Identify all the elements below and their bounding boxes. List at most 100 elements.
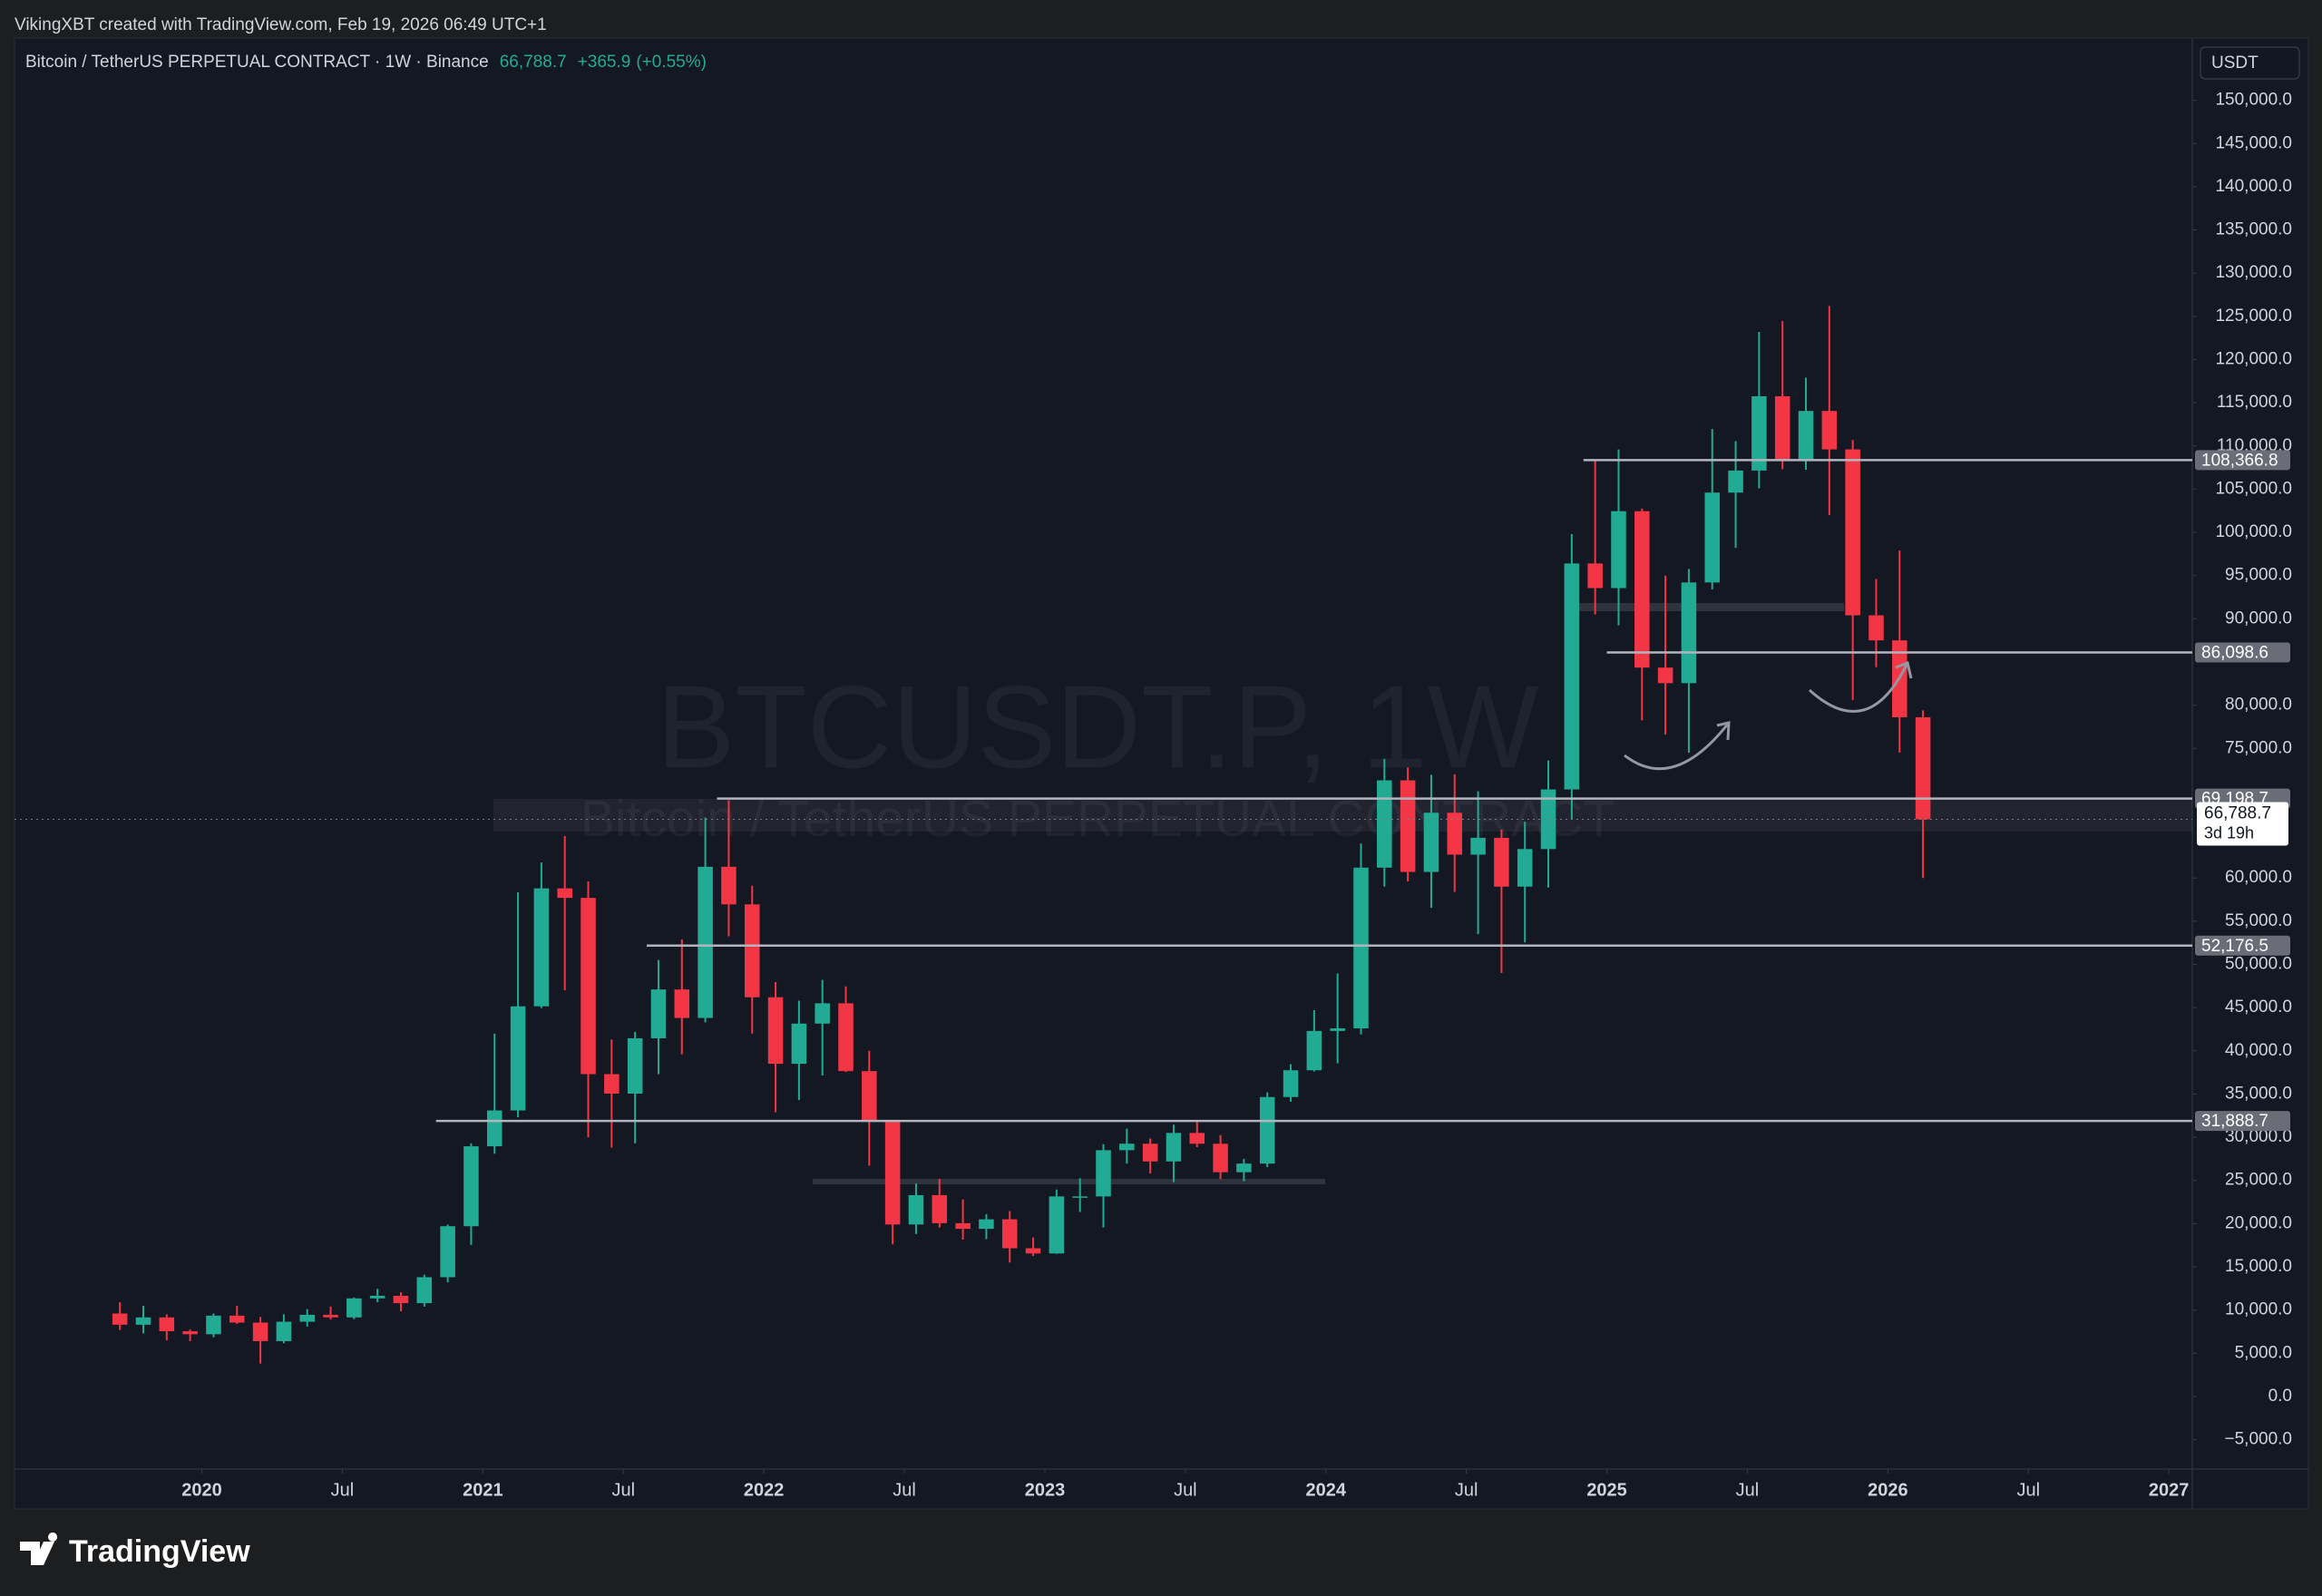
candle-body xyxy=(1821,411,1838,450)
candle-body xyxy=(440,1226,455,1278)
candle-body xyxy=(229,1315,245,1323)
x-tick-label: 2022 xyxy=(744,1480,785,1500)
y-tick-label: 5,000.0 xyxy=(2235,1343,2292,1362)
change-pct: (+0.55%) xyxy=(636,53,707,72)
y-tick-label: 55,000.0 xyxy=(2225,911,2292,930)
candle-body xyxy=(1283,1070,1299,1097)
candle-body xyxy=(1142,1143,1158,1162)
y-tick-label: −5,000.0 xyxy=(2225,1430,2293,1449)
countdown: 3d 19h xyxy=(2204,823,2254,842)
y-tick-label: 60,000.0 xyxy=(2225,868,2292,887)
x-tick-label: Jul xyxy=(1174,1480,1197,1500)
candle-body xyxy=(979,1219,994,1230)
y-tick-label: 105,000.0 xyxy=(2215,479,2292,498)
candle-body xyxy=(1798,411,1814,462)
y-tick-label: 135,000.0 xyxy=(2215,220,2292,239)
y-tick-label: 140,000.0 xyxy=(2215,177,2292,196)
candle-body xyxy=(1001,1219,1018,1249)
y-tick-label: 80,000.0 xyxy=(2225,696,2292,715)
candle-body xyxy=(1166,1133,1182,1162)
currency: USDT xyxy=(2211,54,2259,73)
x-tick-label: 2020 xyxy=(181,1480,222,1500)
y-tick-label: 125,000.0 xyxy=(2215,307,2292,326)
candle-body xyxy=(580,898,596,1075)
y-tick-label: 145,000.0 xyxy=(2215,133,2292,152)
candle-body xyxy=(698,866,713,1018)
candle-body xyxy=(1447,813,1463,855)
candle-body xyxy=(486,1110,502,1147)
y-tick-label: 0.0 xyxy=(2268,1387,2292,1406)
y-tick-label: 130,000.0 xyxy=(2215,263,2292,282)
x-tick-label: 2026 xyxy=(1868,1480,1908,1500)
candle-body xyxy=(1213,1143,1228,1173)
x-tick-label: 2027 xyxy=(2149,1480,2190,1500)
candle-body xyxy=(1634,511,1650,668)
candle-body xyxy=(1868,615,1884,641)
x-tick-label: 2021 xyxy=(463,1480,503,1500)
credit: VikingXBT created with TradingView.com, … xyxy=(15,15,547,34)
x-tick-label: Jul xyxy=(893,1480,916,1500)
logo-icon xyxy=(20,1533,58,1565)
candle-body xyxy=(276,1321,292,1341)
candle-body xyxy=(557,888,572,899)
level-label: 52,176.5 xyxy=(2201,937,2268,956)
last-price-tag xyxy=(2197,802,2288,846)
candle-body xyxy=(838,1003,854,1072)
change: +365.9 xyxy=(577,53,631,72)
candle-body xyxy=(1025,1248,1041,1254)
arrow-head xyxy=(1895,660,1913,679)
level-label: 108,366.8 xyxy=(2201,451,2278,470)
level-tag xyxy=(2195,450,2290,471)
zone xyxy=(813,1179,1325,1184)
zone xyxy=(493,799,2192,832)
y-tick-label: 150,000.0 xyxy=(2215,91,2292,110)
candle-body xyxy=(884,1121,901,1225)
candle-body xyxy=(1259,1096,1275,1164)
currency-button[interactable] xyxy=(2200,46,2300,80)
y-tick-label: 35,000.0 xyxy=(2225,1084,2292,1103)
arrows xyxy=(1624,660,1913,771)
arrow-head xyxy=(1716,721,1731,741)
last-price-label: 66,788.7 xyxy=(2204,804,2271,823)
candle-body xyxy=(1377,780,1392,868)
candle-body xyxy=(1189,1133,1205,1144)
x-tick-label: 2023 xyxy=(1025,1480,1066,1500)
x-tick-label: Jul xyxy=(1736,1480,1760,1500)
y-tick-label: 10,000.0 xyxy=(2225,1300,2292,1319)
candle-body xyxy=(1774,395,1790,462)
x-tick-label: 2025 xyxy=(1586,1480,1627,1500)
candle-body xyxy=(1657,667,1673,684)
candle-body xyxy=(182,1331,198,1335)
candle-body xyxy=(674,989,690,1018)
candle-body xyxy=(1306,1030,1322,1071)
level-tag xyxy=(2195,642,2290,663)
candle-body xyxy=(1470,837,1486,855)
y-tick-label: 25,000.0 xyxy=(2225,1171,2292,1190)
last-price: 66,788.7 xyxy=(499,53,567,72)
symbol-line: Bitcoin / TetherUS PERPETUAL CONTRACT · … xyxy=(25,53,707,73)
level-tag xyxy=(2195,935,2290,956)
candle-body xyxy=(1915,716,1931,820)
candle-body xyxy=(346,1298,362,1318)
candle-body xyxy=(1564,563,1580,790)
y-tick-label: 15,000.0 xyxy=(2225,1257,2292,1276)
y-tick-label: 120,000.0 xyxy=(2215,349,2292,368)
candle-body xyxy=(650,989,667,1038)
x-tick-label: Jul xyxy=(2016,1480,2040,1500)
y-tick-label: 50,000.0 xyxy=(2225,955,2292,974)
candle-body xyxy=(533,888,550,1007)
y-tick-label: 20,000.0 xyxy=(2225,1213,2292,1232)
candle-body xyxy=(299,1314,315,1322)
level-tag xyxy=(2195,1111,2290,1132)
candle-body xyxy=(1611,511,1626,589)
x-tick-label: Jul xyxy=(1455,1480,1478,1500)
candle-body xyxy=(1049,1196,1065,1254)
candle-body xyxy=(955,1222,971,1230)
candle-body xyxy=(1681,582,1697,684)
candle-body xyxy=(416,1277,433,1304)
candle-body xyxy=(1704,492,1721,583)
candle-body xyxy=(159,1317,175,1332)
candle-body xyxy=(323,1314,338,1318)
